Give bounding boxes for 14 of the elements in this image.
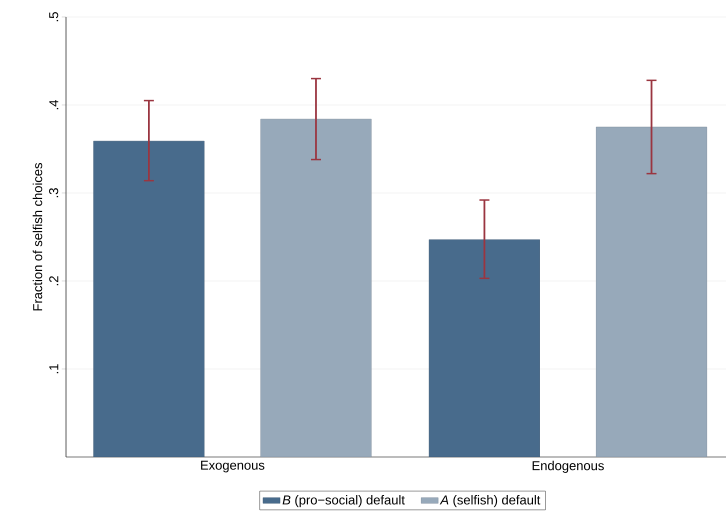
y-tick-label: .1: [49, 364, 58, 374]
y-tick-label: .3: [49, 188, 58, 198]
bar: [93, 140, 204, 457]
y-tick-label: .2: [49, 276, 58, 286]
legend-label: A (selfish) default: [440, 495, 540, 508]
y-tick-label: .4: [49, 100, 58, 110]
bar: [596, 126, 708, 457]
bar: [428, 239, 540, 457]
y-tick-label: .5: [49, 12, 58, 22]
y-axis-title: Fraction of selfish choices: [32, 162, 42, 310]
legend-label: B (pro−social) default: [282, 495, 405, 508]
x-tick-label: Endogenous: [532, 460, 604, 473]
bar: [260, 118, 372, 457]
x-tick-label: Exogenous: [201, 460, 264, 472]
